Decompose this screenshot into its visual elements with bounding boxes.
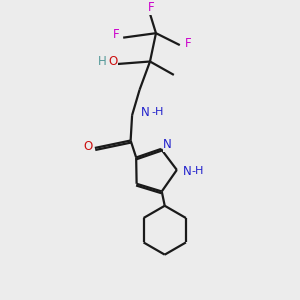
- Text: F: F: [112, 28, 119, 40]
- Text: O: O: [108, 55, 117, 68]
- Text: H: H: [98, 55, 107, 68]
- Text: -H: -H: [192, 167, 204, 176]
- Text: F: F: [148, 1, 155, 14]
- Text: -H: -H: [152, 107, 164, 117]
- Text: O: O: [84, 140, 93, 153]
- Text: N: N: [183, 165, 191, 178]
- Text: N: N: [163, 138, 172, 151]
- Text: F: F: [185, 37, 191, 50]
- Text: N: N: [141, 106, 150, 119]
